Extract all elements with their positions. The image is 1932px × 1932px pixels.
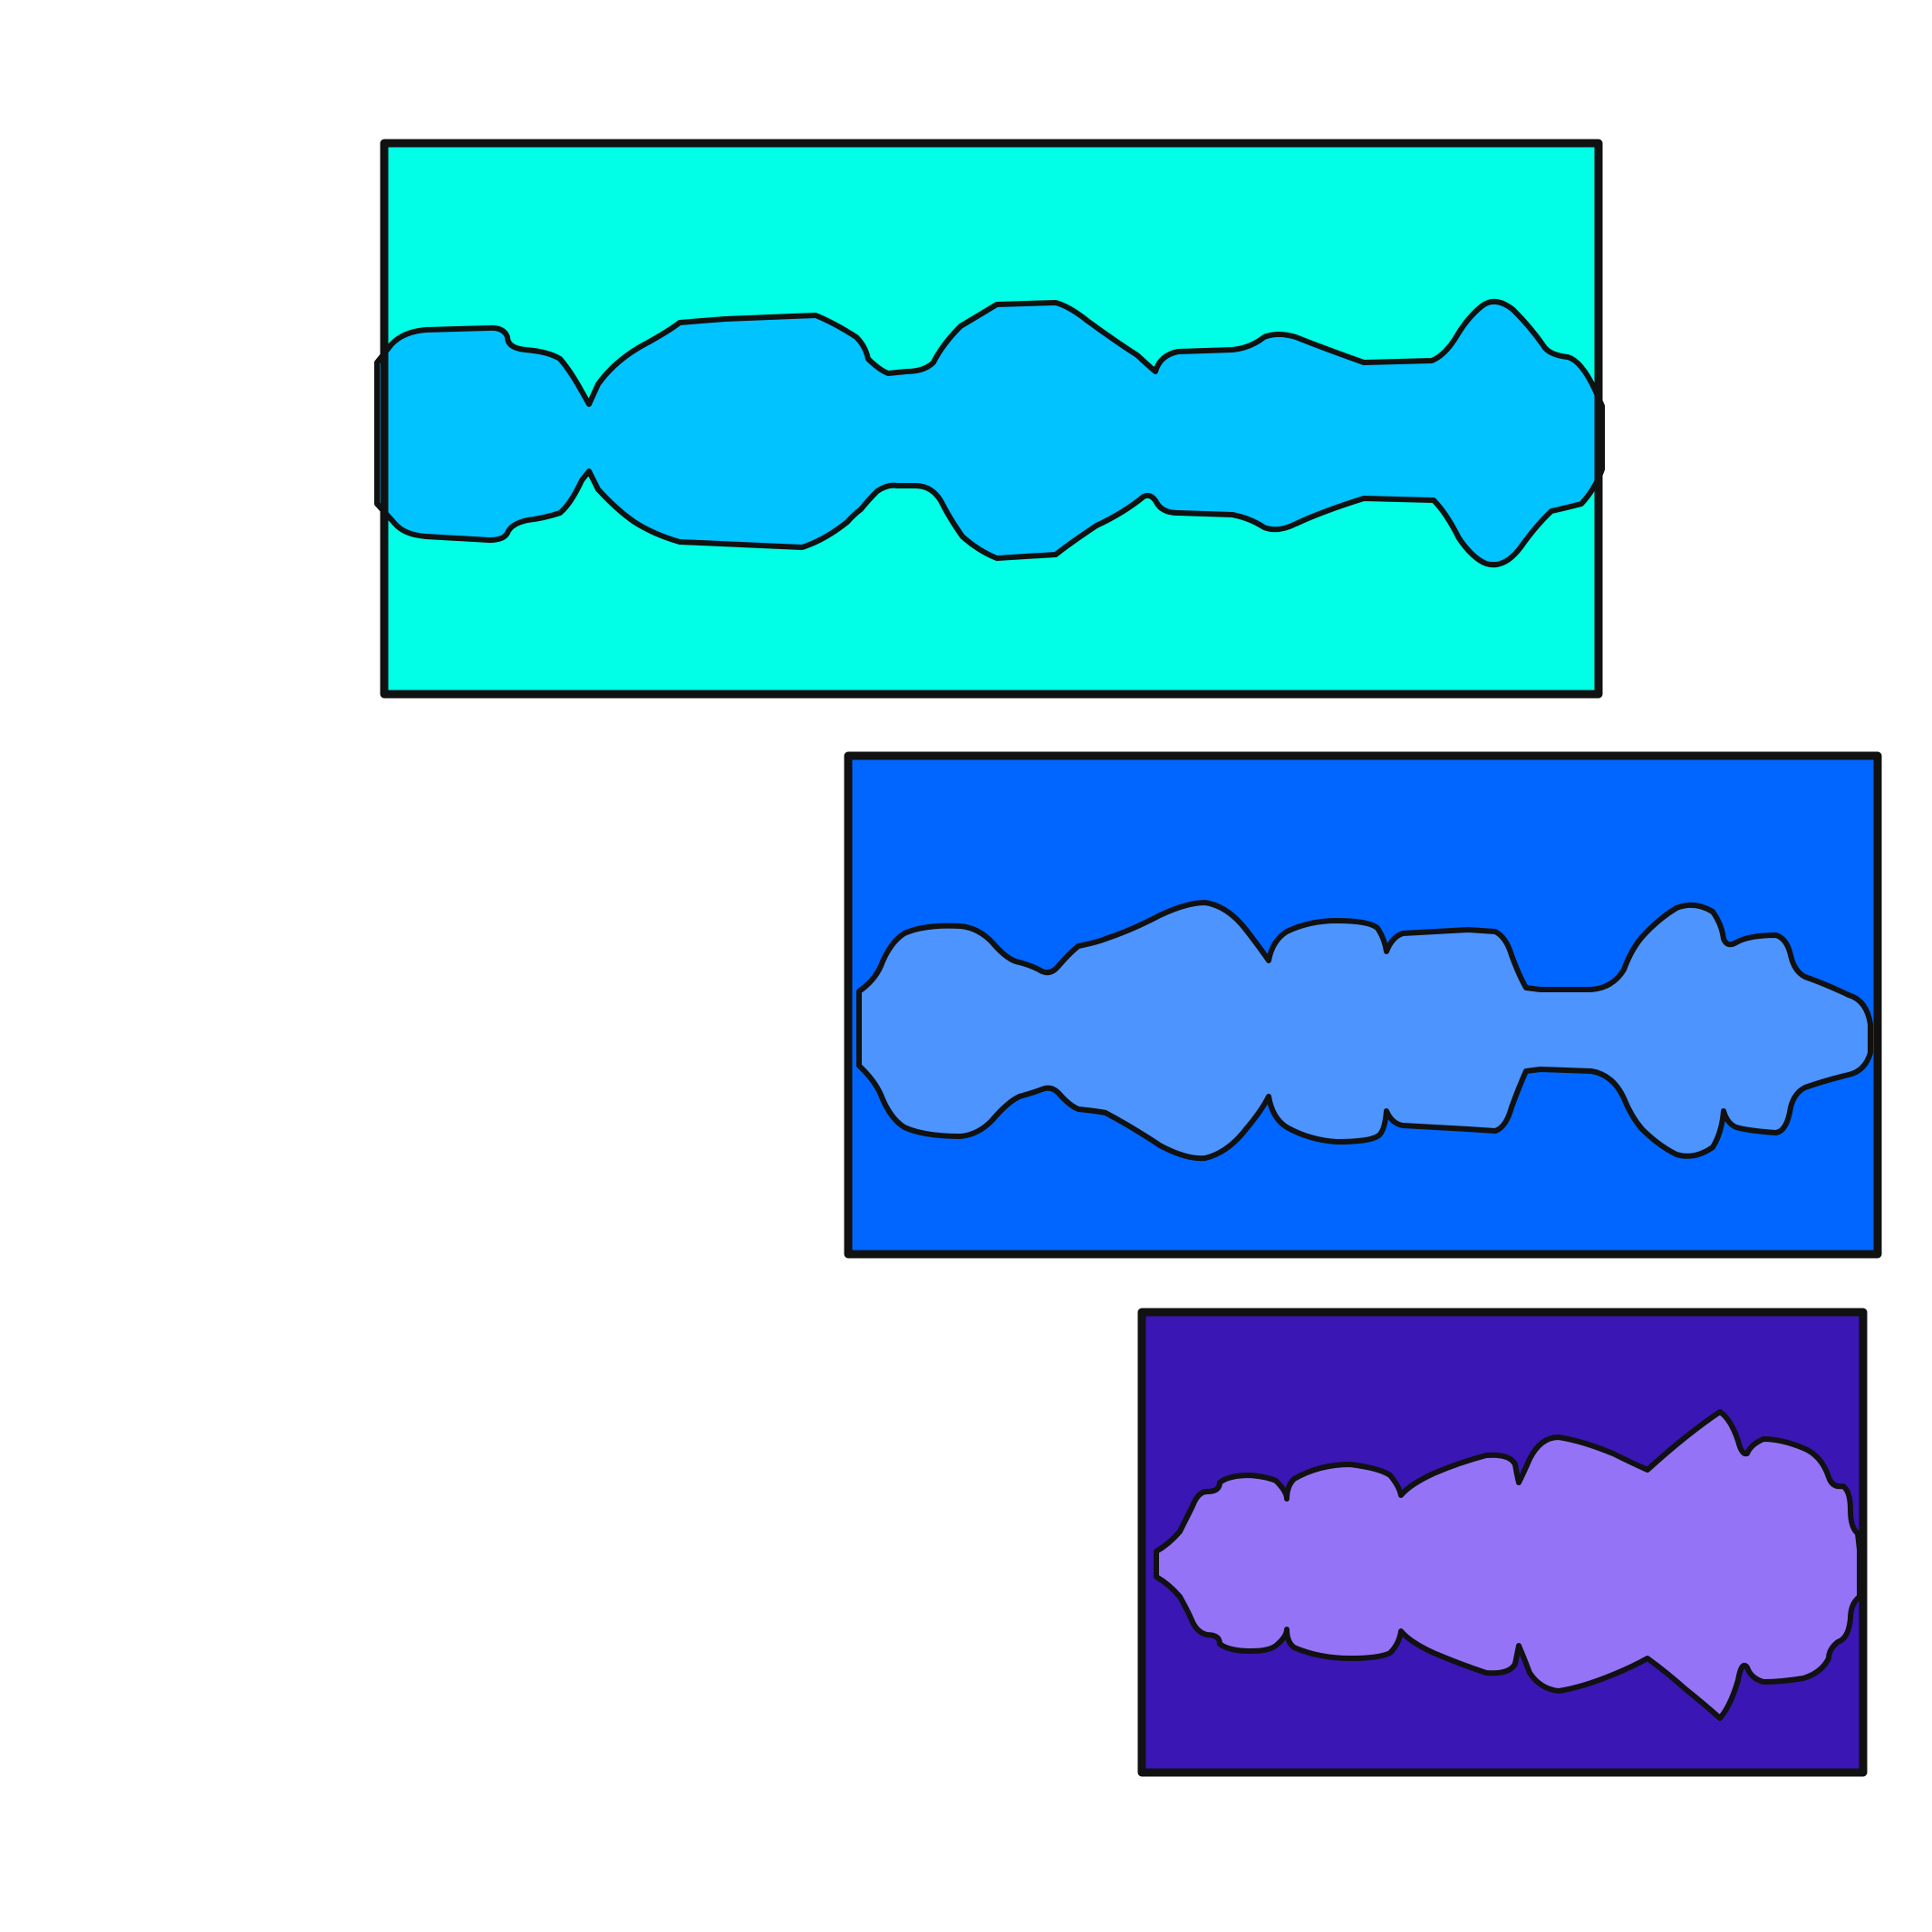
waveform-middle — [856, 900, 1873, 1162]
panel-top[interactable] — [374, 139, 1605, 699]
panel-middle[interactable] — [844, 751, 1882, 1259]
panel-middle-border — [844, 751, 1882, 1259]
panel-bottom[interactable] — [1137, 1308, 1868, 1777]
panel-top-border — [380, 139, 1603, 699]
waveform-middle-shape — [856, 900, 1873, 1162]
panel-bottom-border — [1137, 1308, 1868, 1777]
